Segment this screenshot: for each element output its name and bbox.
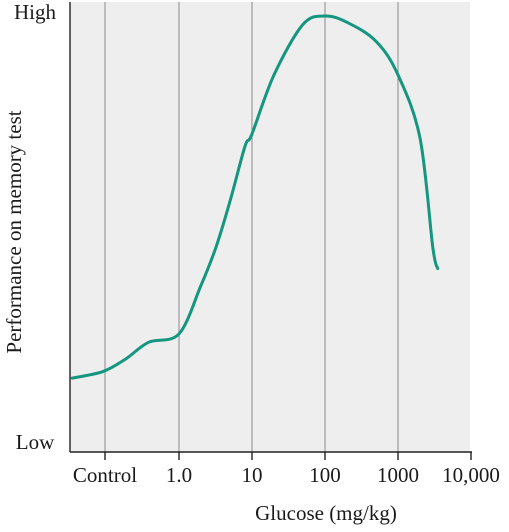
- y-tick-label-high: High: [14, 0, 57, 24]
- x-tick-labels: Control 1.0 10 100 1000 10,000: [73, 463, 500, 487]
- x-tick-marks: [104, 452, 472, 460]
- y-tick-label-low: Low: [16, 430, 55, 454]
- x-tick-label-10000: 10,000: [442, 463, 500, 487]
- plot-background: [70, 2, 470, 452]
- y-axis-title: Performance on memory test: [2, 110, 26, 353]
- x-axis-title: Glucose (mg/kg): [255, 501, 397, 525]
- data-line: [70, 14, 440, 380]
- x-tick-label-1: 1.0: [166, 463, 192, 487]
- x-tick-label-control: Control: [73, 463, 137, 487]
- x-tick-label-10: 10: [242, 463, 263, 487]
- x-tick-label-100: 100: [309, 463, 341, 487]
- x-tick-label-1000: 1000: [377, 463, 419, 487]
